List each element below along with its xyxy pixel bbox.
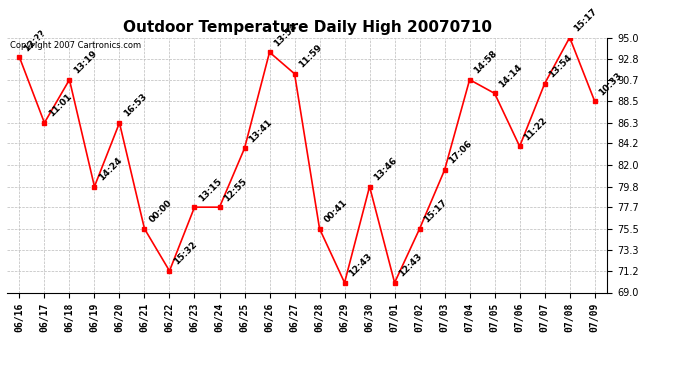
Text: 11:22: 11:22 xyxy=(522,116,549,142)
Text: 12:43: 12:43 xyxy=(347,252,374,279)
Text: 17:06: 17:06 xyxy=(447,139,474,166)
Text: 00:41: 00:41 xyxy=(322,198,349,225)
Text: 13:41: 13:41 xyxy=(247,117,274,144)
Text: 13:54: 13:54 xyxy=(547,53,574,80)
Text: 12:43: 12:43 xyxy=(397,252,424,279)
Text: 14:58: 14:58 xyxy=(473,49,499,75)
Text: 12:??: 12:?? xyxy=(22,28,48,53)
Text: 15:17: 15:17 xyxy=(422,198,449,225)
Text: 11:01: 11:01 xyxy=(47,92,74,118)
Text: 14:24: 14:24 xyxy=(97,156,124,182)
Text: 10:33: 10:33 xyxy=(598,70,624,97)
Text: 15:17: 15:17 xyxy=(573,7,599,33)
Text: 15:32: 15:32 xyxy=(172,240,199,267)
Text: 00:00: 00:00 xyxy=(147,198,173,225)
Text: Copyright 2007 Cartronics.com: Copyright 2007 Cartronics.com xyxy=(10,41,141,50)
Text: 13:46: 13:46 xyxy=(373,156,399,182)
Text: 11:59: 11:59 xyxy=(297,43,324,70)
Text: 16:53: 16:53 xyxy=(122,92,149,118)
Title: Outdoor Temperature Daily High 20070710: Outdoor Temperature Daily High 20070710 xyxy=(123,20,491,35)
Text: 12:55: 12:55 xyxy=(222,176,249,203)
Text: 13:15: 13:15 xyxy=(197,176,224,203)
Text: 13:54: 13:54 xyxy=(273,21,299,48)
Text: 13:19: 13:19 xyxy=(72,49,99,75)
Text: 14:14: 14:14 xyxy=(497,63,524,89)
